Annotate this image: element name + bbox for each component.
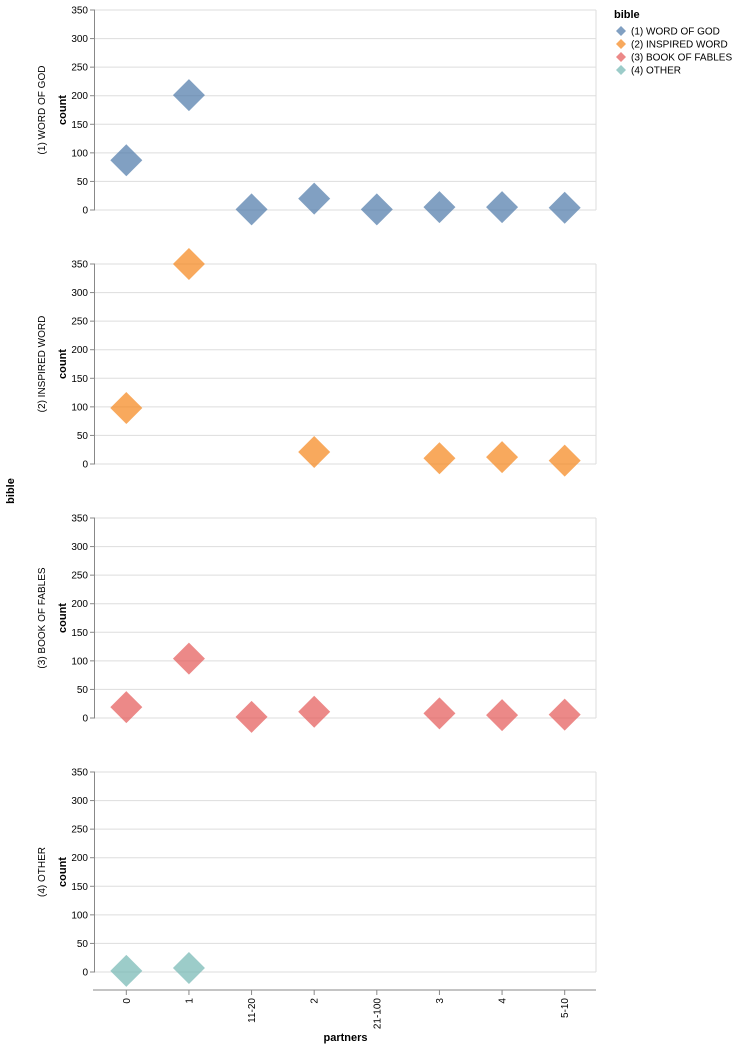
data-point — [548, 698, 581, 731]
data-point — [423, 442, 456, 475]
row-field-title: bible — [5, 478, 17, 504]
legend-title: bible — [614, 9, 640, 21]
data-point — [360, 193, 393, 226]
y-axis-title: count — [57, 349, 69, 379]
data-point — [486, 191, 519, 224]
row-label: (4) OTHER — [37, 847, 48, 897]
y-tick-label: 250 — [71, 825, 88, 836]
data-point — [486, 699, 519, 732]
data-point — [235, 700, 268, 733]
y-tick-label: 250 — [71, 571, 88, 582]
y-tick-label: 50 — [77, 431, 89, 442]
row-label: (1) WORD OF GOD — [37, 66, 48, 155]
y-tick-label: 250 — [71, 63, 88, 74]
facet-panel: 0 50 100 150 200 250 300 350 count (1) WORD OF GO… — [37, 6, 597, 226]
legend-symbol — [616, 26, 626, 36]
y-tick-label: 150 — [71, 374, 88, 385]
y-tick-label: 350 — [71, 768, 88, 779]
y-tick-label: 50 — [77, 939, 89, 950]
y-tick-label: 350 — [71, 260, 88, 271]
data-point — [423, 191, 456, 224]
row-label: (2) INSPIRED WORD — [37, 316, 48, 413]
facet-panel: 0 50 100 150 200 250 300 350 count (2) INSPIRED W… — [37, 248, 597, 477]
data-point — [172, 952, 205, 984]
data-point — [486, 441, 519, 474]
y-axis-title: count — [57, 95, 69, 125]
y-tick-label: 200 — [71, 853, 88, 864]
facet-panels: 0 50 100 150 200 250 300 350 count (1) WORD OF GO… — [37, 6, 597, 987]
legend-label: (1) WORD OF GOD — [631, 27, 720, 38]
y-tick-label: 100 — [71, 402, 88, 413]
data-point — [110, 954, 143, 987]
data-point — [298, 436, 331, 468]
y-tick-label: 300 — [71, 796, 88, 807]
y-tick-label: 350 — [71, 514, 88, 525]
data-point — [110, 392, 143, 424]
x-tick-label: 5-10 — [560, 998, 571, 1018]
x-tick-label: 3 — [435, 998, 446, 1004]
y-tick-label: 100 — [71, 656, 88, 667]
x-tick-label: 2 — [310, 998, 321, 1004]
y-tick-label: 150 — [71, 882, 88, 893]
data-point — [235, 193, 268, 226]
y-tick-label: 50 — [77, 177, 89, 188]
y-tick-label: 0 — [82, 460, 88, 471]
facet-panel: 0 50 100 150 200 250 300 350 count (4) OTHER — [37, 768, 597, 987]
y-tick-label: 300 — [71, 542, 88, 553]
legend-symbol — [616, 65, 626, 75]
y-tick-label: 0 — [82, 968, 88, 979]
y-tick-label: 0 — [82, 714, 88, 725]
y-tick-label: 300 — [71, 34, 88, 45]
data-point — [548, 191, 581, 224]
y-tick-label: 0 — [82, 206, 88, 217]
legend-symbol — [616, 52, 626, 62]
legend-label: (4) OTHER — [631, 66, 681, 77]
y-tick-label: 200 — [71, 599, 88, 610]
y-tick-label: 350 — [71, 6, 88, 17]
legend: bible (1) WORD OF GOD (2) INSPIRED WORD (3… — [614, 9, 732, 77]
y-tick-label: 150 — [71, 120, 88, 131]
legend-symbol — [616, 39, 626, 49]
data-point — [548, 444, 581, 477]
data-point — [298, 182, 331, 215]
data-point — [172, 642, 205, 675]
y-axis-title: count — [57, 857, 69, 887]
x-axis: 0 1 11-20 2 21-100 3 4 5-10 — [93, 989, 596, 1030]
y-tick-label: 150 — [71, 628, 88, 639]
y-tick-label: 200 — [71, 91, 88, 102]
y-tick-label: 100 — [71, 148, 88, 159]
data-point — [110, 691, 143, 724]
y-axis-title: count — [57, 603, 69, 633]
x-tick-label: 0 — [122, 998, 133, 1004]
data-point — [298, 695, 331, 728]
x-tick-label: 21-100 — [372, 998, 383, 1030]
x-axis-title: partners — [323, 1032, 367, 1044]
y-tick-label: 50 — [77, 685, 89, 696]
x-tick-label: 1 — [184, 998, 195, 1004]
y-tick-label: 100 — [71, 910, 88, 921]
y-tick-label: 300 — [71, 288, 88, 299]
x-tick-label: 11-20 — [247, 998, 258, 1023]
facet-panel: 0 50 100 150 200 250 300 350 count (3) BOOK OF FA… — [37, 514, 597, 733]
y-tick-label: 200 — [71, 345, 88, 356]
legend-label: (2) INSPIRED WORD — [631, 40, 728, 51]
data-point — [110, 144, 143, 177]
row-label: (3) BOOK OF FABLES — [37, 567, 48, 668]
x-tick-label: 4 — [498, 998, 509, 1004]
legend-label: (3) BOOK OF FABLES — [631, 53, 732, 64]
data-point — [172, 79, 205, 112]
y-tick-label: 250 — [71, 317, 88, 328]
data-point — [172, 248, 205, 280]
data-point — [423, 697, 456, 730]
